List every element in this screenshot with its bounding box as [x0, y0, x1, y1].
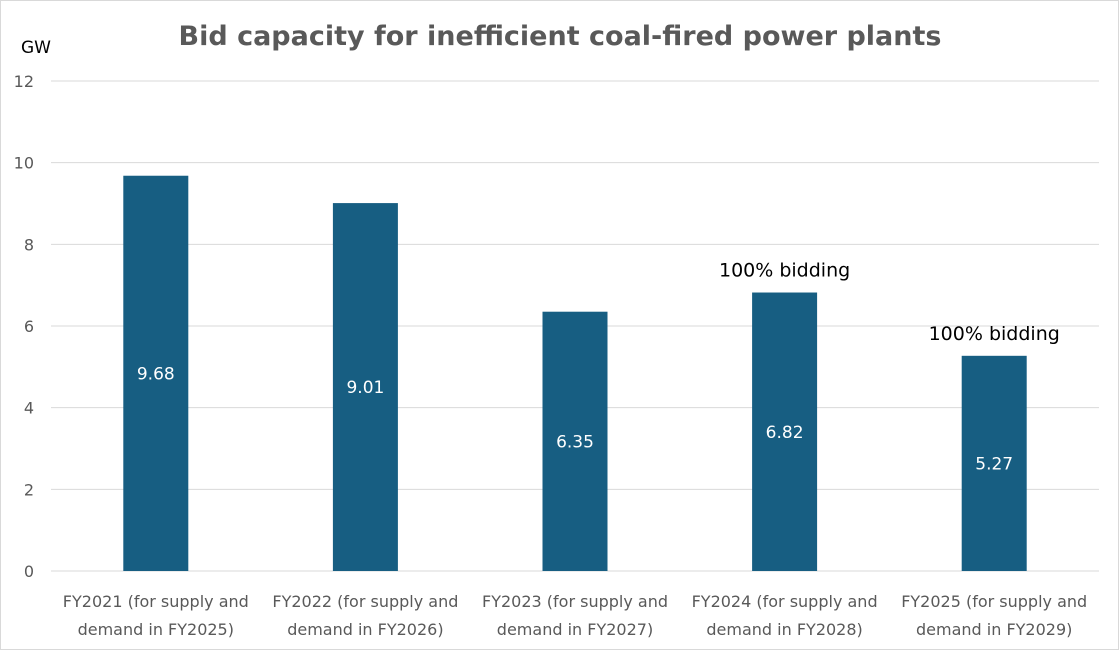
- x-tick-label: demand in FY2028): [706, 620, 862, 639]
- x-tick-label: FY2024 (for supply and: [692, 592, 878, 611]
- data-label: 5.27: [975, 454, 1013, 474]
- x-tick-label: demand in FY2029): [916, 620, 1072, 639]
- y-tick-label: 12: [14, 72, 34, 91]
- x-tick-label: demand in FY2025): [78, 620, 234, 639]
- x-tick-label: demand in FY2027): [497, 620, 653, 639]
- y-axis-unit-label: GW: [21, 38, 51, 58]
- x-tick-label: demand in FY2026): [287, 620, 443, 639]
- y-tick-label: 2: [24, 480, 34, 499]
- y-tick-label: 4: [24, 399, 34, 418]
- y-tick-label: 8: [24, 235, 34, 254]
- bars: [123, 175, 1027, 571]
- data-label: 9.01: [346, 378, 384, 398]
- data-label: 6.82: [766, 423, 804, 443]
- y-tick-label: 6: [24, 317, 34, 336]
- x-tick-label: FY2021 (for supply and: [63, 592, 249, 611]
- x-axis-ticks: FY2021 (for supply and demand in FY2025) F…: [63, 592, 1087, 639]
- data-label: 9.68: [137, 364, 175, 384]
- y-tick-label: 10: [14, 154, 34, 173]
- bar: [961, 355, 1027, 571]
- chart-title: Bid capacity for inefficient coal-fired …: [179, 21, 942, 52]
- data-label: 6.35: [556, 432, 594, 452]
- x-tick-label: FY2022 (for supply and: [272, 592, 458, 611]
- y-tick-label: 0: [24, 562, 34, 581]
- annotations: 100% bidding 100% bidding: [719, 260, 1060, 345]
- data-labels: 9.68 9.01 6.35 6.82 5.27: [137, 364, 1013, 474]
- annotation-label: 100% bidding: [929, 323, 1060, 345]
- y-axis-ticks: 0 2 4 6 8 10 12: [14, 72, 34, 581]
- bar: [332, 203, 398, 571]
- annotation-label: 100% bidding: [719, 260, 850, 282]
- bar: [752, 292, 818, 571]
- x-tick-label: FY2025 (for supply and: [901, 592, 1087, 611]
- x-tick-label: FY2023 (for supply and: [482, 592, 668, 611]
- bar: [542, 311, 608, 571]
- bar: [123, 175, 189, 571]
